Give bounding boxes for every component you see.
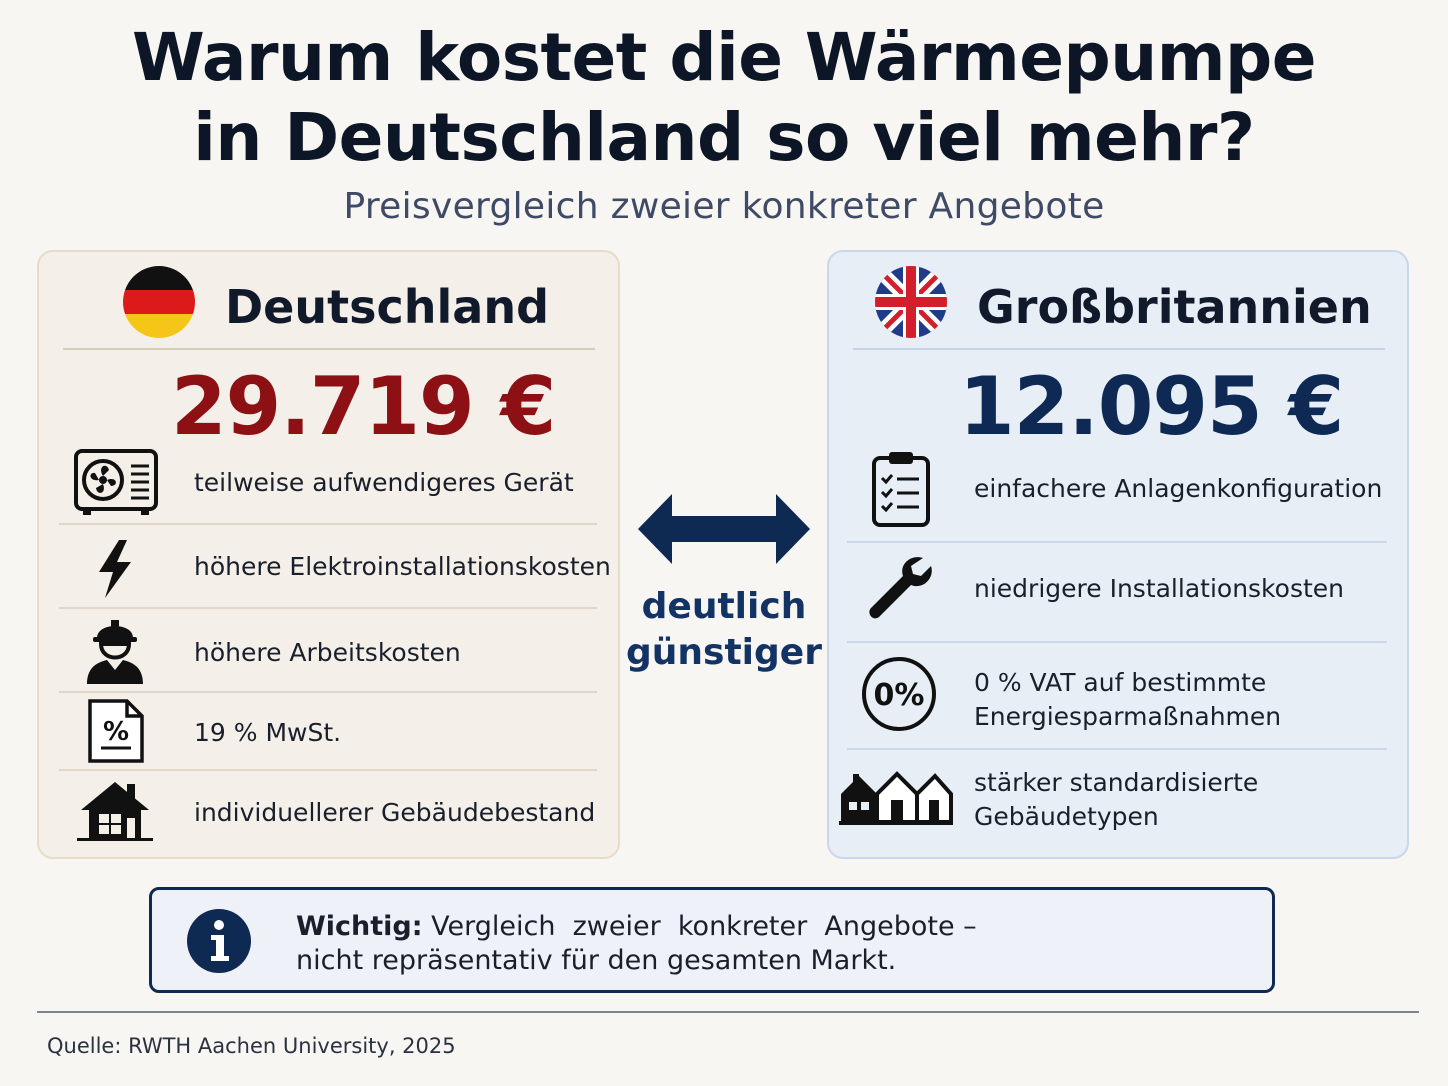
construction-worker-icon: [85, 614, 145, 688]
uk-price: 12.095 €: [959, 360, 1344, 453]
divider: [59, 769, 597, 771]
germany-price: 29.719 €: [171, 360, 556, 453]
uk-item-configuration: einfachere Anlagenkonfiguration: [829, 450, 1407, 530]
uk-item-building-line-2: Gebäudetypen: [974, 802, 1159, 831]
uk-item-building-text: stärker standardisierte Gebäudetypen: [974, 766, 1258, 834]
germany-item-device-text: teilweise aufwendigeres Gerät: [194, 468, 574, 497]
germany-flag-icon: [123, 266, 195, 338]
footer-divider: [37, 1011, 1419, 1013]
source-credit: Quelle: RWTH Aachen University, 2025: [47, 1034, 456, 1058]
note-text: Wichtig: Vergleich zweier konkreter Ange…: [296, 910, 1016, 978]
germany-item-electrical-text: höhere Elektroinstallationskosten: [194, 552, 611, 581]
info-icon: [186, 908, 252, 974]
row-houses-icon: [839, 770, 953, 830]
divider: [59, 607, 597, 609]
uk-panel: Großbritannien 12.095 € einfachere Anlag…: [827, 250, 1409, 859]
comparison-line-2: günstiger: [626, 632, 822, 673]
germany-item-building: individuellerer Gebäudebestand: [39, 778, 618, 844]
comparison-label: deutlich günstiger: [624, 584, 824, 676]
germany-item-labor-text: höhere Arbeitskosten: [194, 638, 461, 667]
title-line-1: Warum kostet die Wärmepumpe: [131, 19, 1317, 96]
svg-text:0%: 0%: [874, 678, 925, 713]
house-icon: [75, 778, 155, 846]
uk-name: Großbritannien: [977, 280, 1372, 334]
note-line-1: Wichtig: Vergleich zweier konkreter Ange…: [296, 910, 1016, 944]
svg-text:%: %: [103, 717, 129, 747]
divider: [847, 748, 1387, 750]
percent-document-icon: %: [87, 698, 145, 768]
important-note: Wichtig: Vergleich zweier konkreter Ange…: [149, 887, 1275, 993]
comparison-line-1: deutlich: [641, 586, 807, 627]
lightning-bolt-icon: [95, 540, 135, 602]
germany-item-labor: höhere Arbeitskosten: [39, 614, 618, 686]
uk-header-divider: [853, 348, 1385, 350]
wrench-icon: [865, 554, 935, 628]
divider: [59, 523, 597, 525]
heat-pump-unit-icon: [73, 448, 159, 522]
germany-item-tax-text: 19 % MwSt.: [194, 718, 342, 747]
uk-item-building: stärker standardisierte Gebäudetypen: [829, 760, 1407, 840]
uk-item-vat-text: 0 % VAT auf bestimmte Energiesparmaßnahm…: [974, 666, 1281, 734]
union-jack-flag-icon: [875, 266, 947, 338]
zero-percent-icon: 0%: [861, 656, 937, 736]
divider: [847, 641, 1387, 643]
note-line-2: nicht repräsentativ für den gesamten Mar…: [296, 945, 897, 976]
note-line-1-rest: Vergleich zweier konkreter Angebote –: [422, 911, 977, 942]
uk-item-vat-line-2: Energiesparmaßnahmen: [974, 702, 1282, 731]
germany-item-building-text: individuellerer Gebäudebestand: [194, 798, 596, 827]
double-arrow-icon: [638, 494, 810, 564]
title-line-2: in Deutschland so viel mehr?: [193, 99, 1255, 176]
divider: [59, 691, 597, 693]
uk-item-configuration-text: einfachere Anlagenkonfiguration: [974, 474, 1383, 503]
page-title: Warum kostet die Wärmepumpe in Deutschla…: [0, 18, 1448, 178]
germany-name: Deutschland: [225, 280, 549, 334]
uk-item-building-line-1: stärker standardisierte: [974, 768, 1259, 797]
germany-item-electrical: höhere Elektroinstallationskosten: [39, 536, 618, 606]
uk-item-installation-text: niedrigere Installationskosten: [974, 574, 1344, 603]
clipboard-checklist-icon: [871, 450, 931, 532]
germany-header-divider: [63, 348, 595, 350]
uk-header: Großbritannien: [829, 266, 1407, 350]
page-subtitle: Preisvergleich zweier konkreter Angebote: [343, 186, 1105, 227]
uk-item-installation: niedrigere Installationskosten: [829, 554, 1407, 626]
germany-panel: Deutschland 29.719 € teilweise aufwendig…: [37, 250, 620, 859]
germany-item-device: teilweise aufwendigeres Gerät: [39, 448, 618, 520]
uk-item-vat-line-1: 0 % VAT auf bestimmte: [974, 668, 1267, 697]
divider: [847, 541, 1387, 543]
note-bold-label: Wichtig:: [296, 911, 423, 942]
germany-header: Deutschland: [39, 266, 618, 350]
uk-item-vat: 0% 0 % VAT auf bestimmte Energiesparmaßn…: [829, 652, 1407, 742]
germany-item-tax: % 19 % MwSt.: [39, 698, 618, 766]
